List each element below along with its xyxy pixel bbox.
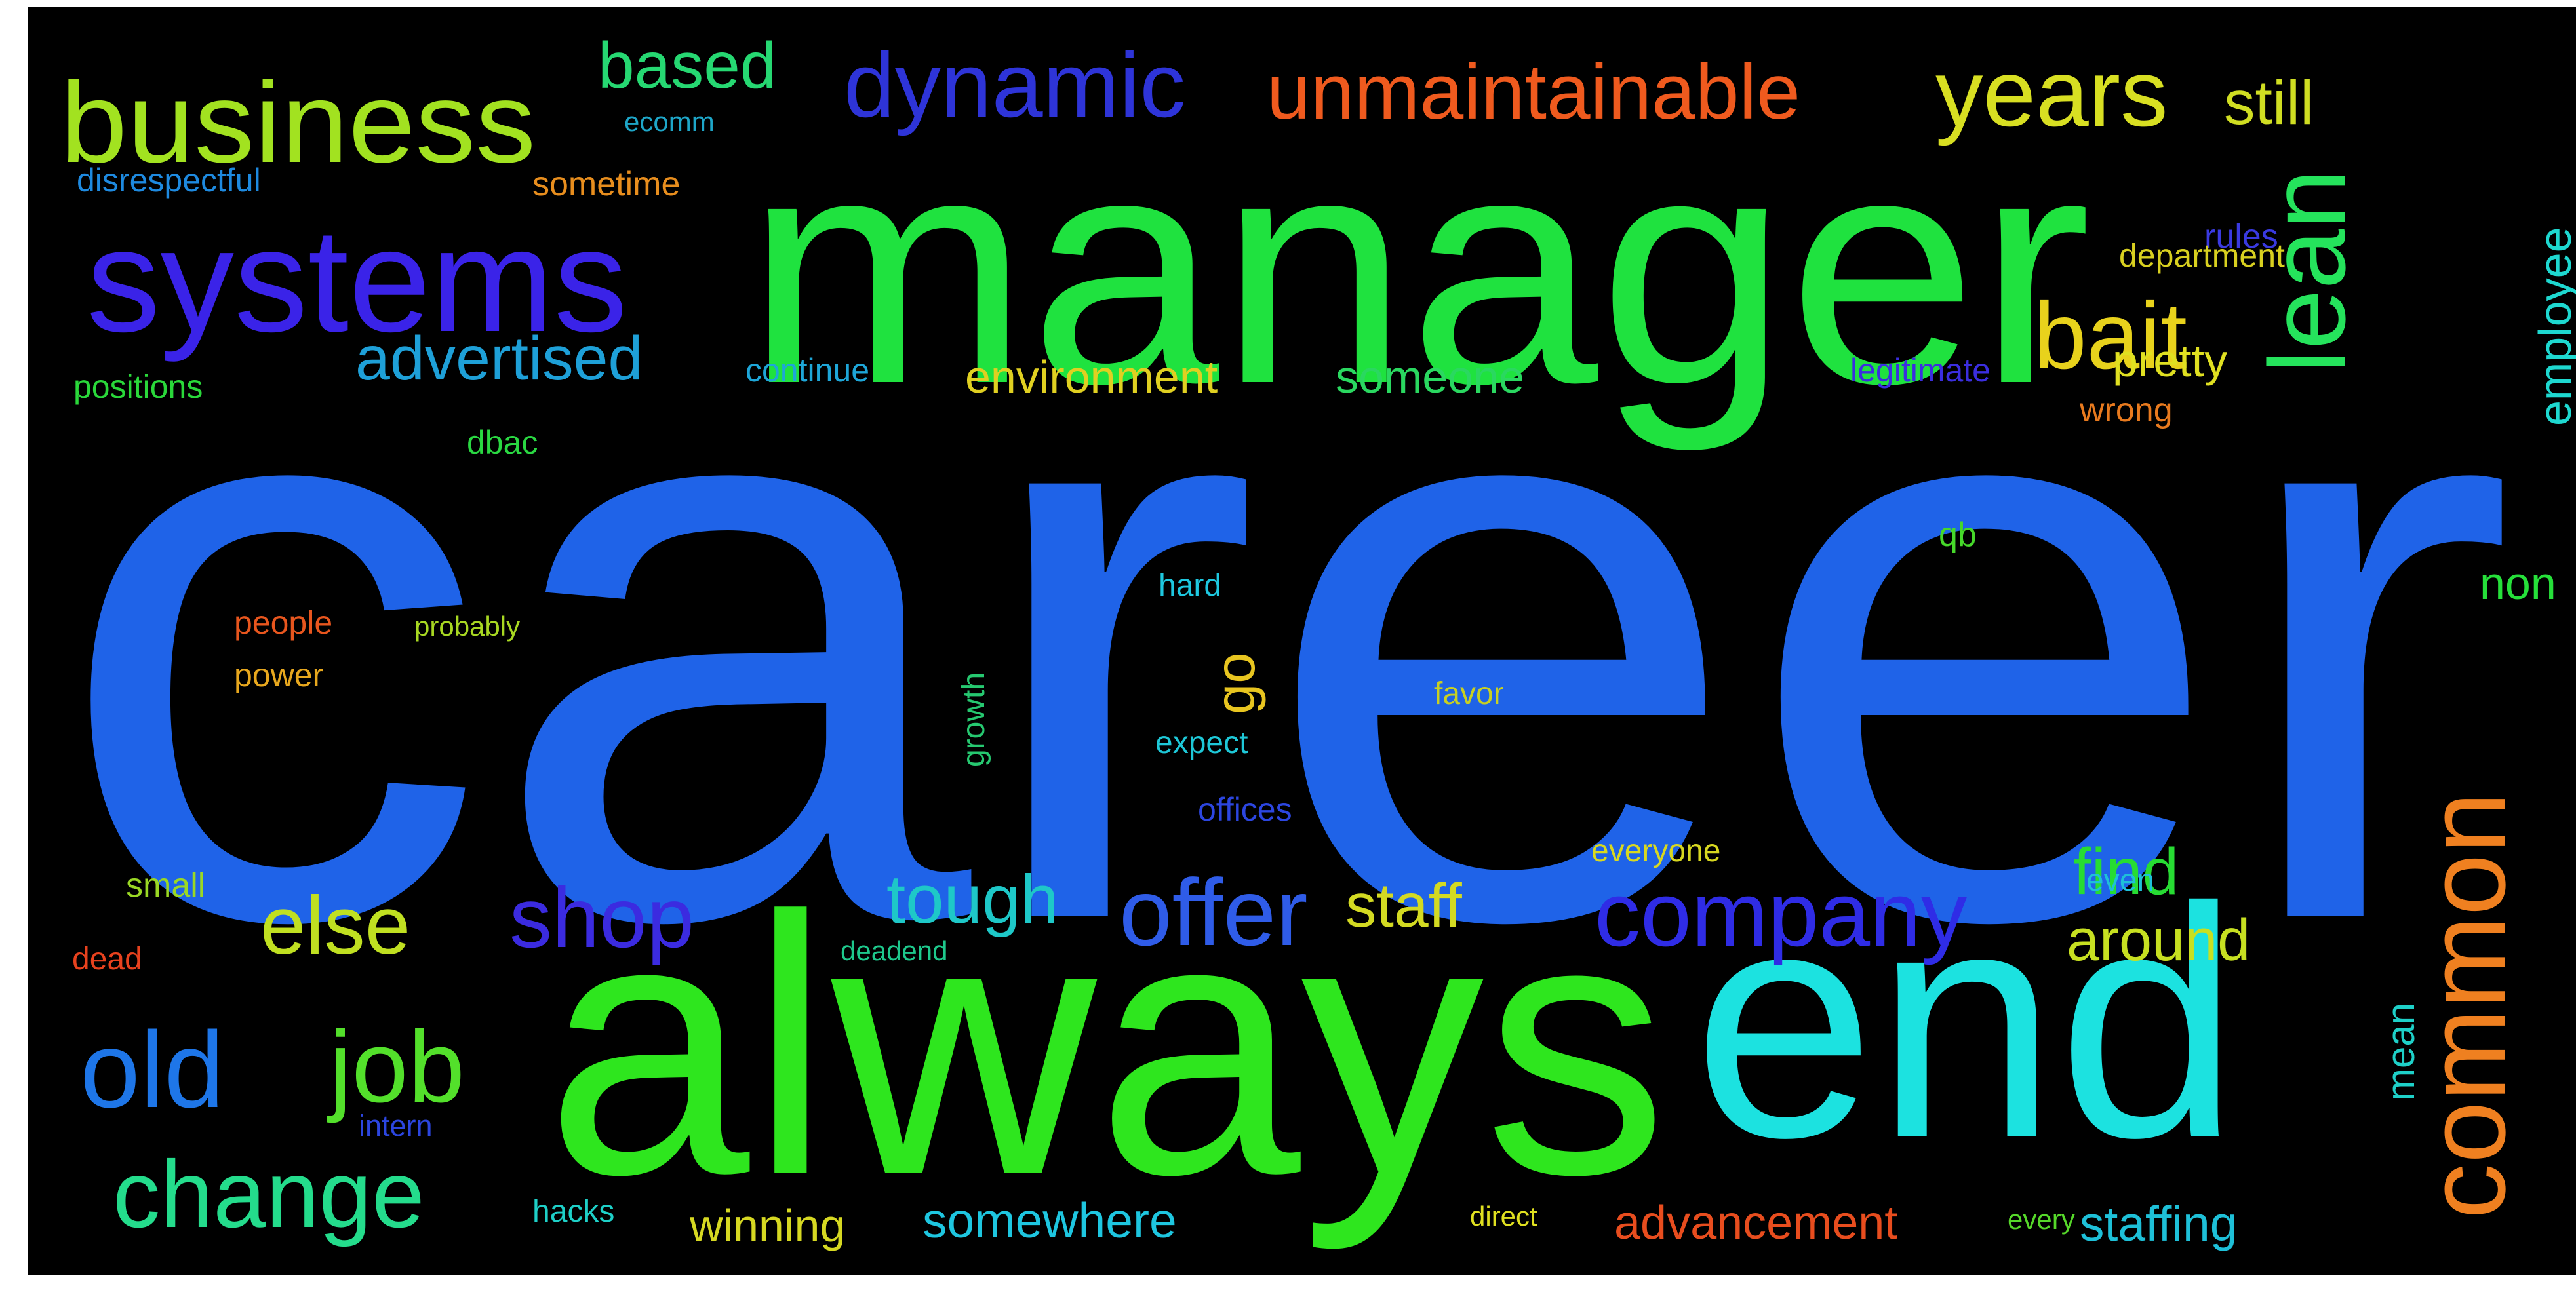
word-mean: mean (2379, 1002, 2423, 1101)
word-always: always (545, 840, 1668, 1251)
word-around: around (2067, 908, 2251, 973)
word-business: business (60, 59, 536, 187)
word-non: non (2480, 558, 2556, 609)
word-department: department (2119, 237, 2285, 274)
word-expect: expect (1155, 726, 1248, 760)
word-offer: offer (1119, 859, 1308, 965)
word-people: people (234, 604, 333, 641)
word-legitimate: legitimate (1850, 352, 1991, 389)
word-manager: manager (745, 85, 2091, 452)
word-favor: favor (1434, 676, 1504, 711)
word-tough: tough (886, 861, 1059, 938)
word-find: find (2073, 835, 2179, 908)
word-unmaintainable: unmaintainable (1267, 48, 1800, 136)
word-job: job (329, 1010, 465, 1123)
word-staffing: staffing (2080, 1196, 2238, 1251)
word-career: career (54, 174, 2516, 1090)
word-employee: employee (2529, 227, 2576, 426)
word-deadend: deadend (841, 935, 948, 966)
word-bait: bait (2034, 282, 2187, 389)
word-end: end (1693, 839, 2240, 1205)
word-even: even (2086, 863, 2155, 898)
word-go: go (1204, 652, 1267, 714)
word-dead: dead (72, 942, 142, 977)
word-rules: rules (2204, 218, 2278, 256)
word-every: every (2008, 1204, 2075, 1235)
word-pretty: pretty (2112, 335, 2228, 386)
word-cloud: career manager always end systems busine… (28, 7, 2576, 1275)
word-based: based (598, 29, 777, 102)
word-old: old (80, 1009, 225, 1130)
word-continue: continue (745, 352, 870, 389)
word-change: change (113, 1141, 425, 1247)
word-someone: someone (1336, 351, 1524, 402)
word-dbac: dbac (467, 424, 538, 461)
word-wrong: wrong (2080, 391, 2173, 429)
word-everyone: everyone (1591, 834, 1721, 868)
word-shop: shop (509, 870, 694, 965)
word-company: company (1595, 863, 1968, 965)
word-hard: hard (1159, 568, 1222, 603)
word-small: small (126, 866, 206, 904)
word-qb: qb (1939, 516, 1977, 554)
word-systems: systems (87, 197, 628, 362)
word-intern: intern (359, 1109, 433, 1142)
word-somewhere: somewhere (922, 1193, 1177, 1248)
word-ecomm: ecomm (624, 106, 715, 137)
word-still: still (2224, 68, 2314, 138)
word-growth: growth (957, 672, 991, 767)
word-advertised: advertised (355, 324, 643, 393)
word-winning: winning (690, 1200, 846, 1251)
word-positions: positions (73, 368, 203, 405)
word-else: else (260, 880, 411, 971)
word-sometime: sometime (532, 165, 681, 203)
word-power: power (234, 657, 324, 693)
word-dynamic: dynamic (844, 33, 1186, 136)
word-staff: staff (1345, 871, 1462, 941)
word-common: common (2404, 792, 2529, 1219)
word-offices: offices (1198, 791, 1292, 828)
word-disrespectful: disrespectful (77, 162, 261, 199)
word-years: years (1935, 40, 2168, 146)
word-environment: environment (965, 351, 1218, 402)
word-direct: direct (1470, 1201, 1537, 1232)
word-hacks: hacks (532, 1194, 615, 1229)
word-probably: probably (414, 611, 521, 642)
word-advancement: advancement (1614, 1197, 1898, 1249)
